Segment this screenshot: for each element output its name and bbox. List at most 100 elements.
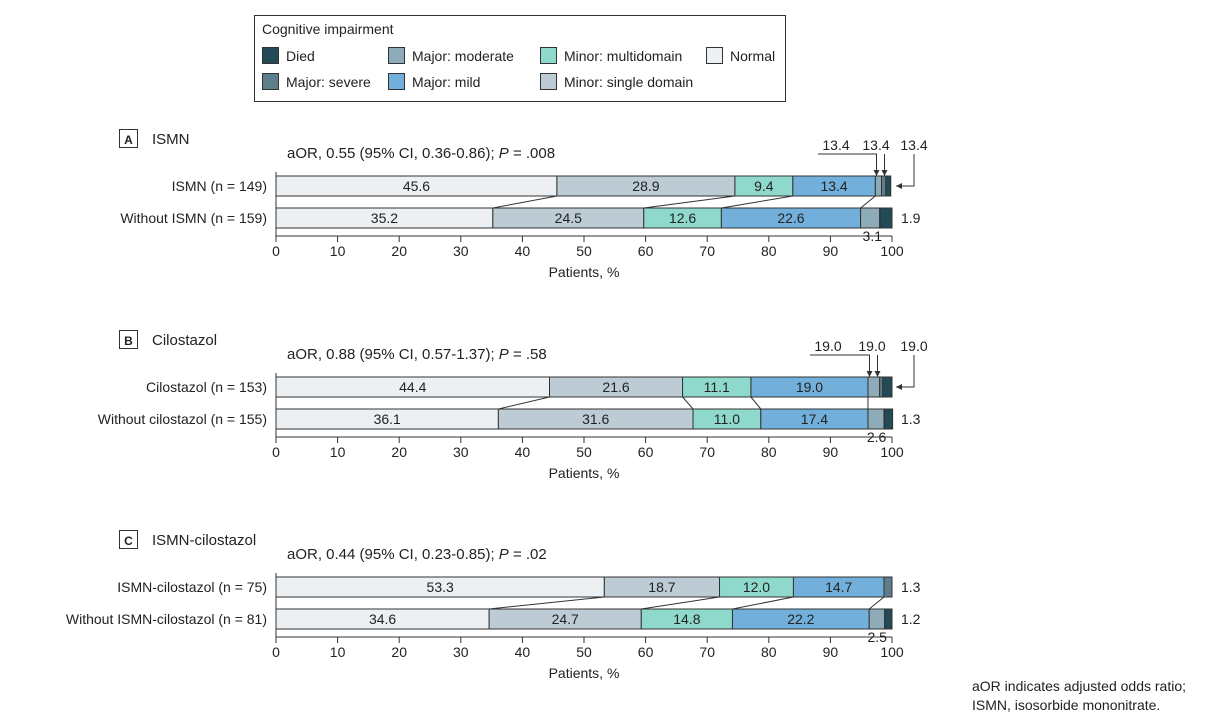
bar-row: Without ISMN-cilostazol (n = 81) 34.6 24.7…	[66, 608, 893, 630]
odds-ratio-stat: aOR, 0.88 (95% CI, 0.57-1.37); P = .58	[287, 346, 547, 363]
x-axis: 0 10 20 30 40 50 60 70 80 90 100 Patients, %	[272, 172, 904, 280]
stat-value: = .008	[509, 145, 555, 162]
annotation-label: 1.9	[901, 210, 921, 226]
bar-row: ISMN-cilostazol (n = 75) 53.3 18.7 12.0 14.7	[117, 576, 893, 598]
data-label: 35.2	[371, 210, 398, 226]
stat-text: aOR, 0.55 (95% CI, 0.36-0.86);	[287, 145, 499, 162]
annotation-label: 19.0	[858, 338, 885, 354]
bar-row: ISMN (n = 149) 45.6 28.9 9.4 13.4	[172, 175, 892, 197]
legend: Cognitive impairment Died Major: moderate M…	[254, 15, 786, 102]
legend-swatch	[706, 47, 723, 64]
legend-box	[254, 15, 786, 102]
category-label: Without cilostazol (n = 155)	[98, 411, 267, 427]
x-axis-title: Patients, %	[549, 665, 620, 681]
odds-ratio-stat: aOR, 0.44 (95% CI, 0.23-0.85); P = .02	[287, 546, 547, 563]
annotation-arrow	[881, 170, 888, 176]
x-tick-label: 0	[272, 444, 280, 460]
x-axis-title: Patients, %	[549, 264, 620, 280]
category-label: ISMN-cilostazol (n = 75)	[117, 579, 267, 595]
legend-item-normal: Normal	[706, 47, 775, 64]
data-label: 12.6	[669, 210, 696, 226]
panel-letter-box	[119, 330, 138, 349]
x-tick-label: 30	[453, 644, 469, 660]
data-label: 14.7	[825, 579, 852, 595]
x-tick-label: 50	[576, 444, 592, 460]
legend-swatch	[262, 47, 279, 64]
connector-line	[721, 195, 793, 209]
legend-item-died: Died	[262, 47, 315, 64]
x-tick-label: 40	[515, 644, 531, 660]
bar-segment	[867, 408, 885, 430]
x-tick-label: 80	[761, 444, 777, 460]
legend-item-minor-single-domain: Minor: single domain	[540, 73, 693, 90]
annotation-label: 19.0	[900, 338, 927, 354]
x-tick-label: 0	[272, 644, 280, 660]
odds-ratio-stat: aOR, 0.55 (95% CI, 0.36-0.86); P = .008	[287, 145, 555, 162]
annotation-leader	[818, 153, 877, 176]
x-tick-label: 30	[453, 243, 469, 259]
panel-letter: B	[124, 334, 133, 348]
bar-segment	[885, 175, 892, 197]
annotation-label: 2.6	[867, 429, 887, 445]
legend-swatch	[388, 73, 405, 90]
data-label: 24.5	[555, 210, 582, 226]
x-tick-label: 20	[391, 444, 407, 460]
legend-label: Major: mild	[412, 74, 480, 90]
x-tick-label: 90	[823, 444, 839, 460]
bar-segment	[879, 207, 893, 229]
annotation-arrow	[873, 170, 880, 176]
x-tick-label: 60	[638, 444, 654, 460]
panel-letter: C	[124, 534, 133, 548]
annotation-leader	[810, 354, 870, 377]
category-label: ISMN (n = 149)	[172, 178, 267, 194]
bar-row: Without ISMN (n = 159) 35.2 24.5 12.6 22.6	[120, 207, 893, 229]
bar-segment	[860, 207, 881, 229]
connector-line	[682, 396, 694, 410]
connector-line	[643, 195, 735, 209]
data-label: 19.0	[796, 379, 823, 395]
x-tick-label: 50	[576, 644, 592, 660]
panel-title: Cilostazol	[152, 332, 217, 349]
connector-line	[860, 195, 876, 209]
data-label: 44.4	[399, 379, 426, 395]
x-tick-label: 50	[576, 243, 592, 259]
legend-swatch	[388, 47, 405, 64]
legend-label: Died	[286, 48, 315, 64]
x-tick-label: 80	[761, 644, 777, 660]
x-tick-label: 100	[880, 444, 904, 460]
x-tick-label: 60	[638, 644, 654, 660]
annotation-label: 3.1	[863, 228, 883, 244]
category-label: Without ISMN (n = 159)	[120, 210, 267, 226]
x-tick-label: 40	[515, 444, 531, 460]
connector-line	[498, 396, 550, 410]
footnote-line-2: ISMN, isosorbide mononitrate.	[972, 697, 1161, 713]
x-tick-label: 70	[699, 644, 715, 660]
x-tick-label: 20	[391, 644, 407, 660]
data-label: 22.6	[777, 210, 804, 226]
legend-item-major-mild: Major: mild	[388, 73, 480, 90]
connector-line	[492, 195, 557, 209]
legend-label: Normal	[730, 48, 775, 64]
connector-line	[732, 596, 794, 610]
panel-b: B Cilostazol aOR, 0.88 (95% CI, 0.57-1.37)…	[98, 330, 928, 481]
annotation-label: 19.0	[814, 338, 841, 354]
x-tick-label: 100	[880, 243, 904, 259]
annotation-label: 1.2	[901, 611, 921, 627]
data-label: 24.7	[552, 611, 579, 627]
bar-row: Cilostazol (n = 153) 44.4 21.6 11.1 19.0	[146, 376, 893, 398]
panel-a: A ISMN aOR, 0.55 (95% CI, 0.36-0.86); P = …	[119, 129, 928, 280]
bar-segment	[884, 408, 894, 430]
x-tick-label: 0	[272, 243, 280, 259]
annotation-label: 13.4	[862, 137, 889, 153]
legend-item-major-severe: Major: severe	[262, 73, 371, 90]
bar-segment	[881, 175, 887, 197]
bar-segment	[874, 175, 883, 197]
annotations: 1.3 1.2 2.5	[867, 579, 920, 645]
legend-swatch	[540, 73, 557, 90]
data-label: 18.7	[648, 579, 675, 595]
x-tick-label: 70	[699, 444, 715, 460]
x-tick-label: 20	[391, 243, 407, 259]
bar-segment	[882, 376, 893, 398]
category-label: Cilostazol (n = 153)	[146, 379, 267, 395]
